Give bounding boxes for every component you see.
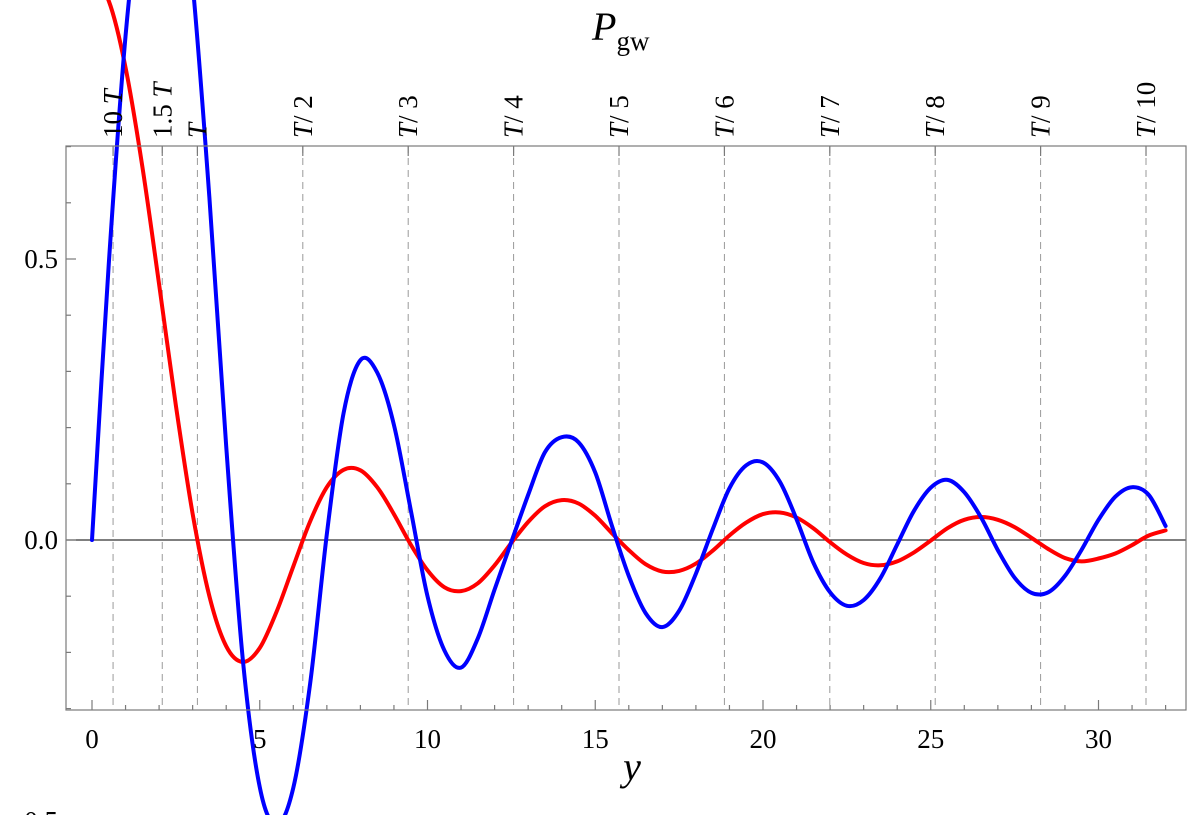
- series-layer: [90, 0, 1168, 815]
- y-tick-label: 0.0: [24, 525, 58, 555]
- x-tick-label: 20: [750, 724, 777, 754]
- top-axis-title-subscript: gw: [616, 26, 650, 56]
- axis-ticks: [66, 146, 1167, 710]
- top-tick-label: T/ 7: [815, 95, 845, 138]
- top-tick-label: T/ 6: [709, 95, 739, 138]
- top-tick-label: 1.5 T: [147, 81, 177, 139]
- x-tick-label: 15: [582, 724, 609, 754]
- x-axis-labels: 0 5 10 15 20 25 30: [85, 724, 1112, 754]
- x-tick-label: 0: [85, 724, 99, 754]
- top-tick-label: T/ 4: [499, 95, 529, 138]
- top-axis-labels: 10 T 1.5 T T T/ 2 T/ 3 T/ 4 T/ 5 T/ 6 T/ 7 T/ 8 T/…: [98, 81, 1161, 139]
- x-axis-title: y: [619, 744, 641, 789]
- y-tick-label: −0.5: [9, 806, 58, 815]
- top-tick-label: T/ 10: [1131, 82, 1161, 138]
- top-tick-label: T/ 9: [1026, 95, 1056, 138]
- top-axis-title: Pgw: [591, 4, 650, 56]
- y-tick-label: 0.5: [24, 244, 58, 274]
- top-tick-label: T/ 5: [604, 95, 634, 138]
- y-axis-labels: 1.00.50.0−0.5: [9, 244, 58, 815]
- top-tick-label: T/ 8: [920, 95, 950, 138]
- x-tick-label: 30: [1085, 724, 1112, 754]
- top-tick-label: T/ 2: [288, 95, 318, 138]
- blue-series-line: [90, 0, 1168, 815]
- top-tick-label: T: [182, 121, 212, 138]
- top-tick-label: 10 T: [98, 87, 128, 138]
- top-tick-label: T/ 3: [393, 95, 423, 138]
- plot-frame: [65, 145, 1187, 711]
- x-tick-label: 10: [414, 724, 441, 754]
- x-tick-label: 25: [917, 724, 944, 754]
- grid-lines: [112, 146, 1147, 710]
- x-tick-label: 5: [253, 724, 267, 754]
